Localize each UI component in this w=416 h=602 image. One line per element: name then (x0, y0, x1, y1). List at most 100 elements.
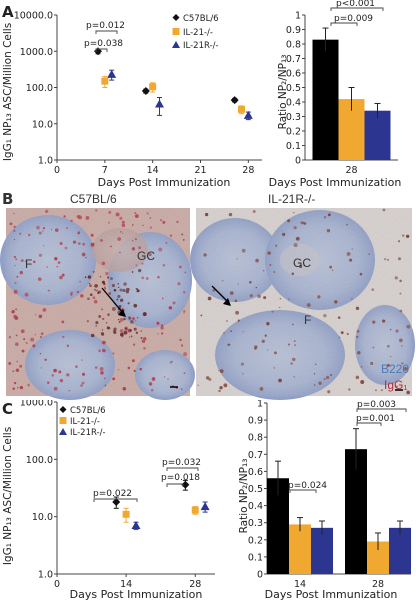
stain-igg1-label: IgG₁ (384, 378, 407, 392)
arrowhead-ko-icon (223, 298, 231, 306)
panel-c-bar-ytick-label: 1 (257, 400, 263, 410)
panel-c-bar-bar (389, 527, 411, 574)
panel-a-right-brackets (330, 7, 384, 26)
panel-a-bar-bar (364, 110, 391, 160)
panel-a-bar-bar (312, 39, 339, 160)
panel-c-bar-chart: Ratio NP₂/NP₁₃ Days Post Immunization 0 0… (238, 400, 411, 601)
panel-a-scatter-point-diamond (141, 87, 150, 96)
panel-c-pval-0032: p=0.032 (162, 458, 201, 468)
panel-c-scatter-xtick-label: 14 (120, 579, 132, 590)
panel-c-bar-ytick-label: 0.9 (248, 416, 263, 427)
panel-c-left-brackets (93, 467, 199, 502)
panel-a-scatter-xtick-label: 28 (242, 165, 254, 176)
label-follicle: F (25, 257, 32, 271)
panel-a-scatter-point-triangle (243, 110, 253, 119)
panel-c-scatter-chart: IgG₁ NP₁₃ ASC/Million Cells Days Post Im… (2, 400, 215, 601)
panel-a-bar-ytick-label: 1 (295, 11, 301, 22)
panel-a-right-ylabel: Ratio NP₂/NP₁₃ (277, 55, 289, 130)
panel-a-scatter-point-square (101, 77, 109, 85)
panel-a: A IgG₁ NP₁₃ ASC/Million Cells Days Post … (2, 0, 402, 189)
panel-c-right-xlabel: Days Post Immunization (265, 588, 398, 601)
panel-a-scatter-point-square (149, 83, 157, 91)
panel-c-pval-0001: p=0.001 (356, 414, 395, 424)
panel-b-title-ko: IL-21R-/- (268, 192, 315, 206)
panel-c-bar-bar (345, 449, 367, 574)
panel-c-bar-ytick-label: 0.3 (248, 518, 263, 529)
panel-c-right-ylabel: Ratio NP₂/NP₁₃ (238, 459, 250, 534)
panel-a-scatter-xtick-label: 0 (54, 165, 60, 176)
panel-c-left-ylabel: IgG₁ NP₁₃ ASC/Million Cells (2, 427, 14, 565)
panel-a-bar-chart: Ratio NP₂/NP₁₃ Days Post Immunization 0 0… (269, 0, 402, 189)
label-germinal-center: GC (137, 249, 155, 263)
label-germinal-center-ko: GC (293, 256, 311, 270)
panel-b-letter: B (2, 190, 13, 208)
panel-c-pval-0003: p=0.003 (357, 400, 396, 410)
panel-c-bar-ytick-label: 0.7 (248, 450, 263, 461)
panel-a-scatter-ytick-label: 1000.0 (20, 47, 53, 58)
panel-a-bar-ytick-label: 0.4 (286, 98, 301, 109)
panel-a-left-ylabel: IgG₁ NP₁₃ ASC/Million Cells (2, 23, 14, 161)
panel-c-scatter-ytick-label: 100.0 (26, 455, 53, 466)
panel-a-scatter-xtick-label: 14 (147, 165, 159, 176)
panel-c-bar-bar (289, 524, 311, 574)
panel-c-legend: C57BL/6 IL-21-/- IL-21R-/- (59, 406, 106, 438)
panel-a-pval-0012: p=0.012 (86, 21, 125, 31)
legend-diamond-icon (59, 406, 67, 413)
panel-a-bar-ytick-label: 0.2 (286, 127, 301, 138)
panel-c-pval-0018: p=0.018 (161, 473, 200, 483)
panel-a-left-brackets (95, 30, 118, 52)
panel-a-scatter-ytick-label: 1.0 (38, 156, 53, 167)
panel-a-scatter-point-triangle (155, 99, 164, 108)
panel-c-scatter-ytick-label: 10.0 (32, 512, 53, 523)
panel-c-bar-bar (367, 541, 389, 574)
panel-c-scatter-point-triangle (200, 502, 210, 511)
panel-a-bar-ytick-label: 0.6 (286, 69, 301, 80)
panel-a-legend: C57BL/6 IL-21-/- IL-21R-/- (172, 14, 219, 51)
legend-triangle-icon (59, 428, 67, 435)
legend-label-il21: IL-21-/- (183, 28, 213, 38)
panel-a-scatter-ytick-label: 100.0 (26, 83, 53, 94)
stain-b220-label: B220 (381, 362, 409, 376)
micrograph-il21r: GC F (190, 208, 415, 400)
panel-c: C IgG₁ NP₁₃ ASC/Million Cells Days Post … (2, 400, 411, 601)
panel-c-bar-category-label: 28 (372, 579, 384, 590)
panel-c-bar-ytick-label: 0 (257, 570, 263, 581)
panel-c-right-brackets (289, 408, 407, 493)
legend-square-icon (172, 28, 180, 35)
panel-a-bar-ytick-label: 0.8 (286, 40, 301, 51)
legend-square-icon (59, 417, 67, 424)
panel-a-scatter-xtick-label: 7 (102, 165, 108, 176)
legend-label-c57bl6: C57BL/6 (70, 406, 106, 416)
panel-a-pval-0001: p<0.001 (336, 0, 375, 9)
legend-triangle-icon (172, 41, 180, 48)
panel-c-scatter-xtick-label: 0 (54, 579, 60, 590)
panel-a-left-xlabel: Days Post Immunization (98, 176, 231, 189)
panel-c-bar-ytick-label: 0.2 (248, 535, 263, 546)
legend-label-il21r: IL-21R-/- (70, 428, 106, 438)
panel-a-pval-0009: p=0.009 (334, 14, 373, 24)
panel-a-pval-0038: p=0.038 (84, 39, 123, 49)
panel-c-scatter-xtick-label: 28 (189, 579, 201, 590)
panel-a-scatter-ytick-label: 10.0 (32, 119, 53, 130)
panel-c-bar-bar (267, 478, 289, 574)
panel-a-bar-ytick-label: 0.3 (286, 112, 301, 123)
panel-c-scatter-ytick-label: 1000.0 (20, 400, 53, 409)
panel-a-scatter-point-diamond (230, 96, 239, 105)
label-follicle-ko: F (304, 313, 311, 327)
panel-c-bar-ytick-label: 0.6 (248, 467, 263, 478)
panel-a-scatter-point-triangle (107, 69, 117, 78)
panel-c-bar-category-label: 14 (294, 579, 306, 590)
panel-c-bar-ytick-label: 0.1 (248, 552, 263, 563)
panel-a-scatter-point-square (238, 105, 245, 113)
panel-a-bar-ytick-label: 0 (295, 156, 301, 167)
panel-a-bar-ytick-label: 0.1 (286, 141, 301, 152)
panel-c-pval-0022: p=0.022 (93, 489, 132, 499)
arrowhead-icon (118, 309, 126, 317)
panel-c-scatter-point-diamond (112, 498, 121, 507)
panel-c-pval-0024: p=0.024 (288, 481, 327, 491)
panel-a-bar-ytick-label: 0.5 (286, 83, 301, 94)
legend-diamond-icon (172, 14, 180, 21)
panel-b-title-wt: C57BL/6 (70, 192, 117, 206)
panel-c-bar-ytick-label: 0.8 (248, 433, 263, 444)
panel-a-scatter-ytick-label: 10000.0 (14, 11, 53, 22)
